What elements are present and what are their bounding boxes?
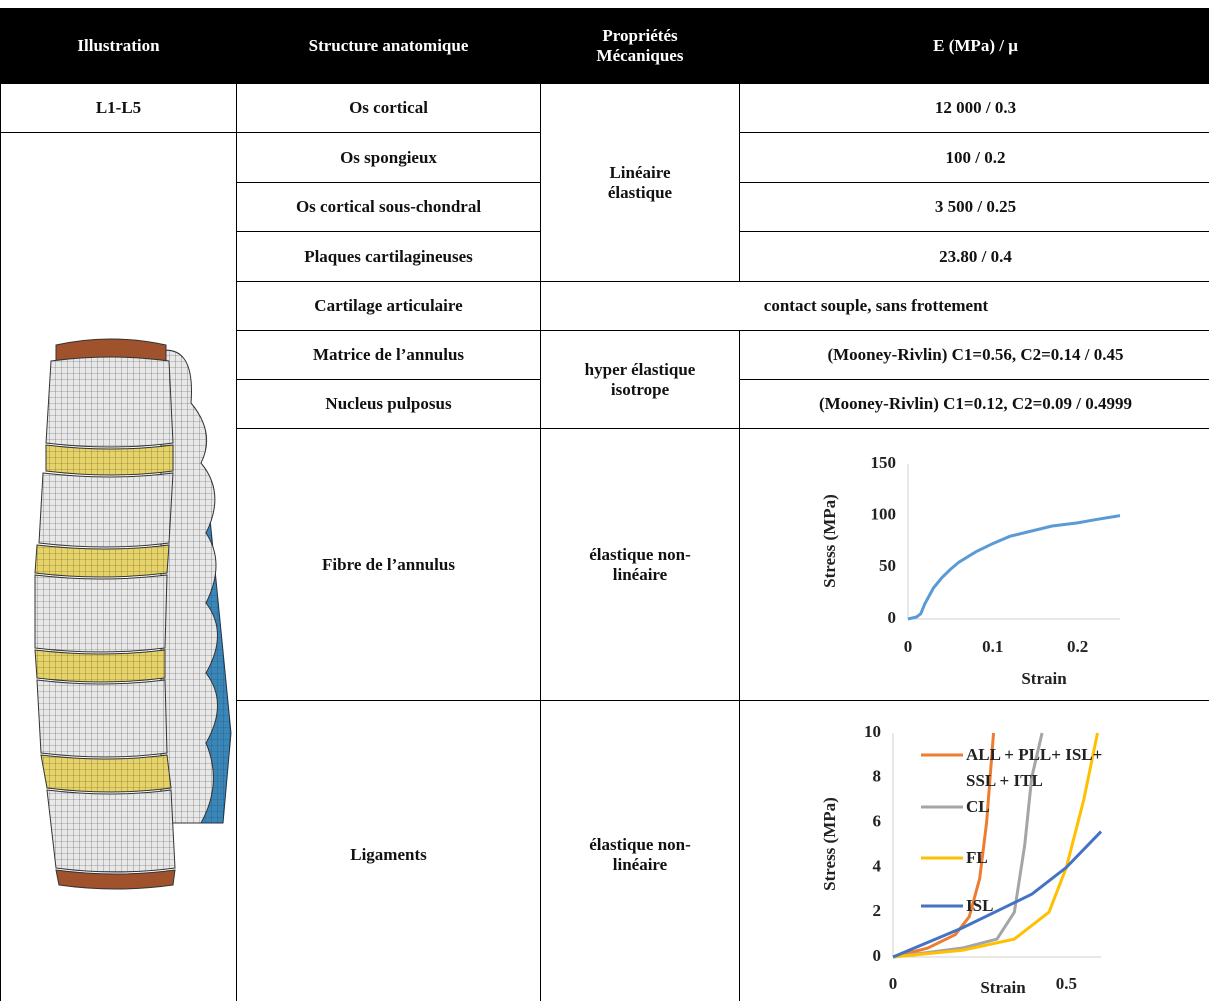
spine-illustration	[1, 133, 236, 1002]
value: 23.80 / 0.4	[740, 232, 1209, 281]
y-tick-label: 4	[873, 856, 882, 875]
value: contact souple, sans frottement	[541, 282, 1209, 330]
vertebra	[46, 357, 173, 447]
x-tick-label: 0.2	[1067, 637, 1088, 656]
disc	[41, 755, 171, 792]
structure: Matrice de l’annulus	[237, 331, 540, 379]
property: élastique non-linéaire	[541, 429, 739, 700]
value: (Mooney-Rivlin) C1=0.56, C2=0.14 / 0.45	[740, 331, 1209, 379]
structure: Os cortical sous-chondral	[237, 183, 540, 231]
x-axis-title: Strain	[980, 978, 1026, 997]
structure: Os spongieux	[237, 133, 540, 182]
illustration-label: L1-L5	[1, 84, 236, 132]
data-line	[908, 516, 1120, 619]
value: 12 000 / 0.3	[740, 84, 1209, 132]
legend-label: ISL	[966, 893, 1116, 919]
y-axis-title: Stress (MPa)	[820, 797, 839, 891]
y-tick-label: 0	[873, 946, 882, 965]
structure: Nucleus pulposus	[237, 380, 540, 428]
header-cell: Illustration	[1, 9, 236, 83]
x-tick-label: 0.1	[982, 637, 1003, 656]
vertebra	[47, 790, 175, 872]
page: Illustration Structure anatomique Propri…	[0, 0, 1209, 1002]
material-table: Illustration Structure anatomique Propri…	[0, 8, 1209, 1001]
y-tick-label: 6	[873, 812, 882, 831]
disc	[35, 650, 165, 682]
legend-label: ALL + PLL+ ISL+ SSL + ITL	[966, 742, 1116, 794]
y-tick-label: 10	[864, 722, 881, 741]
vertebra	[35, 575, 167, 652]
chart-cell: 0 2 4 6 8 10 0 0.5 Strain Stress (MPa) ALL + PLL+ …	[740, 701, 1209, 1002]
y-tick-label: 150	[871, 453, 897, 472]
y-tick-label: 2	[873, 901, 882, 920]
legend-label: FL	[966, 845, 1116, 871]
x-tick-label: 0	[904, 637, 913, 656]
header-cell: E (MPa) / μ	[740, 9, 1209, 83]
y-tick-label: 50	[879, 556, 896, 575]
header-cell: Structure anatomique	[237, 9, 540, 83]
value: 3 500 / 0.25	[740, 183, 1209, 231]
vertebra	[37, 680, 167, 757]
y-tick-label: 100	[871, 505, 897, 524]
structure: Plaques cartilagineuses	[237, 232, 540, 281]
y-axis-title: Stress (MPa)	[820, 494, 839, 588]
x-tick-label: 0	[889, 974, 898, 993]
vertebra	[39, 473, 173, 547]
value: (Mooney-Rivlin) C1=0.12, C2=0.09 / 0.499…	[740, 380, 1209, 428]
structure: Fibre de l’annulus	[237, 429, 540, 700]
y-tick-label: 0	[888, 608, 897, 627]
y-tick-label: 8	[873, 767, 882, 786]
header-cell: Propriétés Mécaniques	[541, 9, 739, 83]
disc	[35, 545, 169, 577]
property: hyper élastique isotrope	[541, 331, 739, 428]
x-axis-title: Strain	[1021, 669, 1067, 688]
property: élastique non-linéaire	[541, 701, 739, 1002]
x-tick-label: 0.5	[1056, 974, 1077, 993]
property: Linéaire élastique	[541, 84, 739, 281]
legend-label: CL	[966, 794, 1116, 820]
structure: Cartilage articulaire	[237, 282, 540, 330]
value: 100 / 0.2	[740, 133, 1209, 182]
disc	[46, 445, 173, 475]
structure: Ligaments	[237, 701, 540, 1002]
illustration-cell	[1, 133, 236, 1002]
endplate	[56, 870, 175, 889]
structure: Os cortical	[237, 84, 540, 132]
